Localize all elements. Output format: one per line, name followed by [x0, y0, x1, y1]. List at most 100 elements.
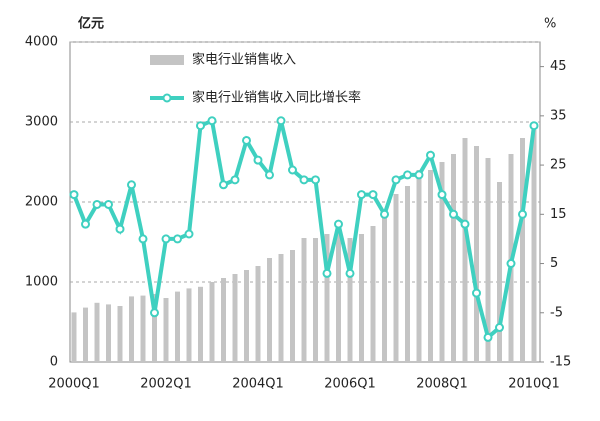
- bar: [439, 162, 445, 362]
- x-tick-label: 2008Q1: [416, 377, 468, 392]
- bar: [405, 186, 410, 362]
- bar: [428, 170, 433, 362]
- y2-tick-label: -5: [550, 305, 563, 320]
- bar: [290, 250, 295, 362]
- bar: [336, 230, 341, 362]
- point: [322, 268, 332, 278]
- legend-label: 家电行业销售收入同比增长率: [192, 90, 361, 106]
- point: [414, 170, 424, 180]
- point: [288, 165, 297, 175]
- y-tick-label: 4000: [25, 35, 58, 50]
- bar: [416, 170, 422, 362]
- x-tick-label: 2010Q1: [508, 377, 560, 392]
- bar: [244, 270, 249, 362]
- x-tick-label: 2000Q1: [48, 377, 100, 392]
- bar: [94, 302, 100, 362]
- point: [345, 268, 355, 278]
- y-tick-label: 1000: [25, 275, 58, 290]
- point: [69, 190, 79, 200]
- bar: [382, 210, 387, 362]
- bar: [209, 282, 215, 362]
- y2-tick-label: 15: [550, 207, 567, 222]
- point: [127, 180, 136, 190]
- x-tick-label: 2004Q1: [232, 377, 284, 392]
- point: [230, 175, 240, 185]
- point: [299, 175, 309, 185]
- bar: [278, 254, 284, 362]
- x-tick-label: 2006Q1: [324, 377, 376, 392]
- point: [161, 234, 171, 244]
- bar: [301, 238, 307, 362]
- point: [138, 234, 148, 244]
- bar: [520, 138, 525, 362]
- point: [472, 288, 481, 298]
- bar: [359, 234, 364, 362]
- legend-label: 家电行业销售收入: [192, 52, 296, 68]
- point: [115, 224, 125, 234]
- point: [426, 150, 435, 160]
- bar: [117, 306, 123, 362]
- point: [380, 209, 389, 219]
- bar: [497, 182, 502, 362]
- bar: [129, 296, 134, 362]
- y-tick-label: 0: [50, 355, 58, 370]
- y2-tick-label: -15: [550, 355, 571, 370]
- point: [104, 199, 113, 209]
- bar: [531, 130, 537, 362]
- bar: [106, 304, 111, 362]
- bar: [462, 138, 468, 362]
- y2-tick-label: 35: [550, 108, 567, 123]
- point: [518, 209, 527, 219]
- point: [357, 190, 366, 200]
- point: [184, 229, 194, 239]
- bar: [347, 238, 353, 362]
- point: [92, 199, 102, 209]
- point: [81, 219, 90, 229]
- bar: [140, 295, 146, 362]
- point: [150, 308, 159, 318]
- point: [265, 170, 274, 180]
- point: [391, 175, 401, 185]
- bar: [83, 307, 88, 362]
- legend-swatch: [150, 55, 184, 65]
- y-tick-label: 3000: [25, 115, 58, 130]
- point: [242, 135, 251, 145]
- point: [219, 180, 228, 190]
- bar: [451, 154, 456, 362]
- point: [368, 190, 378, 200]
- point: [460, 219, 470, 229]
- point: [196, 121, 205, 131]
- legend-swatch: [162, 93, 172, 103]
- point: [403, 170, 412, 180]
- bar: [221, 278, 226, 362]
- point: [207, 116, 217, 126]
- point: [437, 190, 447, 200]
- bar: [255, 266, 261, 362]
- bar: [152, 294, 157, 362]
- bar: [267, 258, 272, 362]
- bar: [163, 298, 169, 362]
- bar: [393, 194, 399, 362]
- y2-tick-label: 5: [550, 256, 558, 271]
- bar: [175, 291, 180, 362]
- y2-axis-unit: %: [544, 17, 556, 32]
- point: [311, 175, 320, 185]
- point: [173, 234, 182, 244]
- point: [495, 323, 504, 333]
- point: [529, 121, 539, 131]
- bar: [324, 234, 330, 362]
- point: [483, 332, 493, 342]
- y-axis-unit: 亿元: [78, 16, 104, 32]
- bar: [186, 288, 192, 362]
- x-tick-label: 2002Q1: [140, 377, 192, 392]
- point: [276, 116, 286, 126]
- bar: [313, 238, 318, 362]
- point: [253, 155, 263, 165]
- y2-tick-label: 25: [550, 158, 567, 173]
- bar: [198, 286, 203, 362]
- y-tick-label: 2000: [25, 195, 58, 210]
- point: [506, 259, 516, 269]
- point: [334, 219, 343, 229]
- point: [449, 209, 458, 219]
